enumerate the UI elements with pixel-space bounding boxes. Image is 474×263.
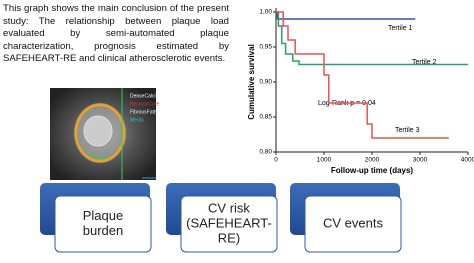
- y-tick-label: 0,80: [259, 149, 272, 156]
- y-tick-label: 0,85: [259, 114, 272, 121]
- series-label: Tertile 2: [412, 59, 437, 66]
- series-label: Tertile 3: [395, 127, 420, 134]
- survival-curve: [276, 11, 449, 139]
- description: This graph shows the main conclusion of …: [3, 3, 229, 65]
- x-tick-label: 0: [274, 157, 278, 164]
- concept-box: CV risk(SAFEHEART-RE): [166, 183, 278, 253]
- box-front: [180, 195, 278, 253]
- y-axis-title: Cumulative survival: [247, 44, 256, 120]
- box-label: CV risk: [208, 200, 250, 215]
- box-front: [304, 195, 402, 253]
- y-tick-label: 0,95: [259, 44, 272, 51]
- box-label: (SAFEHEART-: [186, 215, 272, 230]
- box-label: Plaque: [83, 208, 123, 223]
- x-tick-label: 3000: [413, 157, 428, 164]
- image-legend-label: NecroticCore: [130, 101, 159, 107]
- x-tick-label: 4000: [461, 157, 474, 164]
- y-tick-label: 1,00: [259, 9, 272, 16]
- series-label: Tertile 1: [388, 25, 413, 32]
- box-label: CV events: [323, 215, 383, 230]
- x-tick-label: 1000: [317, 157, 332, 164]
- x-axis-title: Follow-up time (days): [331, 166, 414, 175]
- box-label: burden: [83, 223, 123, 238]
- survival-curve: [276, 11, 416, 20]
- ivus-image: [50, 88, 156, 180]
- box-front: [54, 195, 152, 253]
- image-legend-label: FibrousFatty: [130, 109, 158, 115]
- survival-curve: [276, 11, 468, 66]
- x-tick-label: 2000: [365, 157, 380, 164]
- box-label: RE): [218, 230, 240, 245]
- concept-box: CV events: [290, 183, 402, 253]
- y-tick-label: 0,90: [259, 79, 272, 86]
- image-legend-label: Media: [130, 117, 144, 123]
- image-legend-label: DenseCalcium: [130, 93, 163, 99]
